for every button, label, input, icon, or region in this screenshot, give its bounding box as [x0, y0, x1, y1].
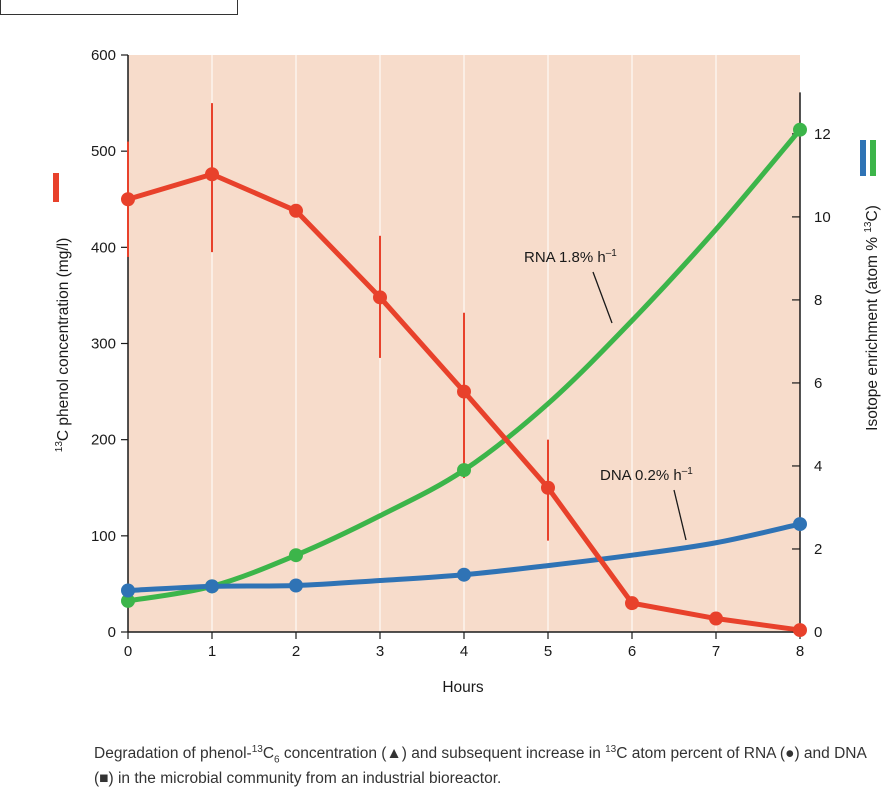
rna-rate-label-leader — [592, 271, 613, 324]
phenol-point — [793, 623, 807, 638]
figure-caption: Degradation of phenol-13C6 concentration… — [94, 744, 866, 788]
y-right-tick-label: 2 — [814, 541, 822, 558]
y-right-axis-title-text: Isotope enrichment (atom % — [864, 233, 881, 431]
y-right-tick-label: 10 — [814, 209, 831, 226]
y-left-tick-label: 500 — [91, 143, 116, 160]
y-left-axis-title-text: C phenol concentration (mg/l) — [55, 238, 72, 441]
y-left-tick-label: 300 — [91, 336, 116, 353]
y-right-tick-label: 0 — [814, 624, 822, 641]
y-right-tick-label: 4 — [814, 458, 822, 475]
y-right-axis-title-sup: 13 — [863, 221, 874, 233]
phenol-point — [373, 290, 387, 305]
rna-point — [121, 593, 135, 608]
x-tick-label: 8 — [796, 643, 804, 660]
header-box — [0, 0, 238, 15]
rna-point — [457, 463, 471, 478]
y-right-axis-title: Isotope enrichment (atom % 13C) — [863, 205, 881, 431]
dna-point — [289, 578, 303, 593]
rna-rate-label: RNA 1.8% h–1 — [524, 248, 617, 266]
y-left-axis-title: 13C phenol concentration (mg/l) — [54, 238, 72, 452]
y-left-axis-title-sup: 13 — [54, 441, 65, 453]
phenol-point — [625, 596, 639, 611]
y-right-axis-title-end: C) — [864, 205, 881, 221]
phenol-point — [289, 203, 303, 218]
phenol-point — [121, 192, 135, 207]
dna-point — [457, 567, 471, 582]
y-left-tick-label: 100 — [91, 528, 116, 545]
phenol-point — [541, 480, 555, 495]
x-tick-label: 3 — [376, 643, 384, 660]
dna-rate-label-leader — [673, 489, 687, 541]
y-right-tick-label: 8 — [814, 292, 822, 309]
y-left-tick-label: 200 — [91, 432, 116, 449]
phenol-point — [709, 611, 723, 626]
dna-point — [205, 579, 219, 594]
y-right-tick-label: 12 — [814, 126, 831, 143]
rna-point — [289, 548, 303, 563]
x-tick-label: 7 — [712, 643, 720, 660]
dna-point — [121, 583, 135, 598]
y-left-tick-label: 600 — [91, 47, 116, 64]
x-tick-label: 4 — [460, 643, 468, 660]
dna-rate-label: DNA 0.2% h–1 — [600, 466, 693, 484]
y-left-tick-label: 0 — [108, 624, 116, 641]
x-tick-label: 2 — [292, 643, 300, 660]
phenol-point — [457, 384, 471, 399]
x-tick-label: 5 — [544, 643, 552, 660]
rna-series-line — [127, 128, 802, 604]
phenol-axis-color-key — [53, 173, 59, 202]
rna-axis-color-key — [870, 140, 876, 176]
x-tick-label: 0 — [124, 643, 132, 660]
rna-point — [793, 122, 807, 137]
x-tick-label: 1 — [208, 643, 216, 660]
x-axis-title: Hours — [442, 679, 484, 696]
dna-point — [793, 517, 807, 532]
dna-axis-color-key — [860, 140, 866, 176]
phenol-point — [205, 167, 219, 182]
y-right-tick-label: 6 — [814, 375, 822, 392]
y-left-tick-label: 400 — [91, 239, 116, 256]
x-tick-label: 6 — [628, 643, 636, 660]
